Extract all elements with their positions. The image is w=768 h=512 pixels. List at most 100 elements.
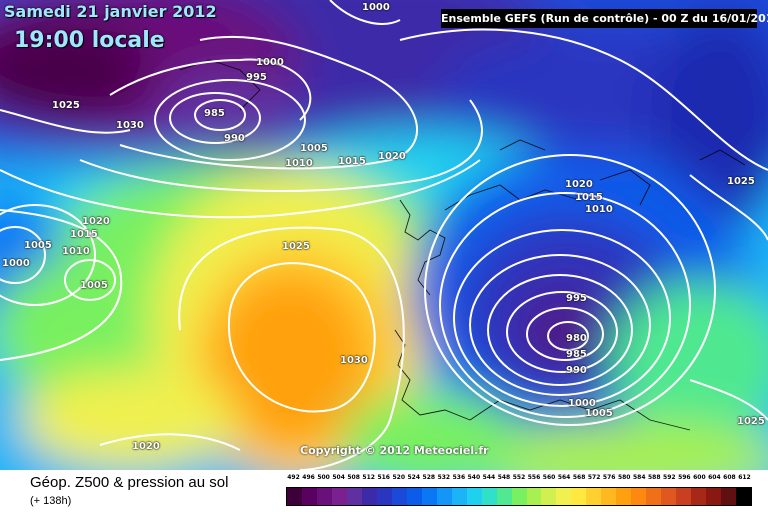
scale-swatch <box>646 488 662 505</box>
scale-label: 520 <box>392 474 405 481</box>
isobar-label: 1000 <box>2 258 30 269</box>
scale-label: 492 <box>287 474 300 481</box>
isobar-label: 1020 <box>378 151 406 162</box>
scale-swatch <box>571 488 587 505</box>
scale-label: 612 <box>738 474 751 481</box>
scale-swatch <box>421 488 437 505</box>
scale-swatch <box>631 488 647 505</box>
scale-swatch <box>556 488 572 505</box>
isobar-label: 1010 <box>585 204 613 215</box>
isobar-label: 1005 <box>585 408 613 419</box>
forecast-hour: (+ 138h) <box>30 495 72 507</box>
isobar-label: 1020 <box>82 216 110 227</box>
isobar-label: 990 <box>566 365 587 376</box>
scale-swatch <box>406 488 422 505</box>
forecast-time: 19:00 locale <box>14 28 165 53</box>
scale-label: 532 <box>437 474 451 481</box>
isobar-label: 1020 <box>565 179 593 190</box>
isobar-label: 1000 <box>568 398 596 409</box>
isobar-label: 1015 <box>338 156 366 167</box>
isobar-label: 1010 <box>285 158 313 169</box>
scale-label: 608 <box>723 474 736 481</box>
scale-swatch <box>676 488 692 505</box>
isobar-label: 1000 <box>256 57 284 68</box>
isobar-label: 1020 <box>132 441 160 452</box>
scale-label: 504 <box>332 474 345 481</box>
scale-swatch <box>496 488 512 505</box>
isobar-label: 1015 <box>70 229 98 240</box>
run-info: Ensemble GEFS (Run de contrôle) - 00 Z d… <box>441 9 768 28</box>
scale-label: 568 <box>572 474 586 481</box>
scale-label: 584 <box>632 474 646 481</box>
isobar-label: 1030 <box>116 120 144 131</box>
scale-bar <box>286 487 752 506</box>
isobar-label: 1005 <box>80 280 108 291</box>
forecast-date: Samedi 21 janvier 2012 <box>4 2 217 21</box>
scale-label: 576 <box>602 474 616 481</box>
copyright: Copyright © 2012 Meteociel.fr <box>300 444 489 457</box>
scale-label: 548 <box>497 474 511 481</box>
isobar-label: 1030 <box>340 355 368 366</box>
scale-swatch <box>287 488 302 505</box>
scale-swatch <box>316 488 332 505</box>
scale-label: 572 <box>587 474 601 481</box>
isobar-label: 990 <box>224 133 245 144</box>
scale-swatch <box>511 488 527 505</box>
scale-label: 544 <box>482 474 496 481</box>
scale-swatch <box>706 488 722 505</box>
scale-swatch <box>526 488 542 505</box>
scale-swatch <box>691 488 707 505</box>
isobar-label: 985 <box>204 108 225 119</box>
scale-swatch <box>451 488 467 505</box>
scale-swatch <box>586 488 602 505</box>
scale-label: 600 <box>693 474 706 481</box>
isobar-label: 995 <box>246 72 267 83</box>
scale-labels: 492 496 500 504 508 512 516 520 524 528 532 536 540 5… <box>286 474 752 486</box>
scale-swatch <box>331 488 347 505</box>
scale-swatch <box>361 488 377 505</box>
scale-label: 596 <box>678 474 691 481</box>
scale-label: 496 <box>302 474 315 481</box>
scale-label: 560 <box>542 474 556 481</box>
scale-label: 512 <box>362 474 375 481</box>
scale-swatch <box>481 488 497 505</box>
scale-swatch <box>376 488 392 505</box>
scale-label: 552 <box>512 474 526 481</box>
scale-label: 556 <box>527 474 541 481</box>
scale-swatch <box>436 488 452 505</box>
scale-label: 524 <box>407 474 421 481</box>
isobar-label: 1005 <box>300 143 328 154</box>
isobar-label: 995 <box>566 293 587 304</box>
isobar-label: 1025 <box>52 100 80 111</box>
isobar-label: 1000 <box>362 2 390 13</box>
weather-map: 1000 1000 995 1025 1030 985 990 1005 101… <box>0 0 768 470</box>
isobar-label: 985 <box>566 349 587 360</box>
isobar-label: 1015 <box>575 192 603 203</box>
isobar-label: 1005 <box>24 240 52 251</box>
scale-label: 588 <box>648 474 661 481</box>
scale-swatch <box>301 488 317 505</box>
scale-label: 580 <box>617 474 631 481</box>
scale-label: 508 <box>347 474 360 481</box>
scale-label: 604 <box>708 474 721 481</box>
scale-swatch <box>391 488 407 505</box>
scale-label: 592 <box>663 474 676 481</box>
isobar-label: 1025 <box>282 241 310 252</box>
scale-swatch <box>601 488 617 505</box>
scale-swatch <box>736 488 752 505</box>
isobar-label: 1010 <box>62 246 90 257</box>
scale-swatch <box>616 488 632 505</box>
scale-label: 528 <box>422 474 436 481</box>
scale-swatch <box>661 488 677 505</box>
isobar-label: 980 <box>566 333 587 344</box>
isobar-label: 1025 <box>727 176 755 187</box>
scale-swatch <box>466 488 482 505</box>
scale-swatch <box>346 488 362 505</box>
scale-label: 564 <box>557 474 571 481</box>
scale-label: 500 <box>317 474 330 481</box>
color-scale: 492 496 500 504 508 512 516 520 524 528 532 536 540 5… <box>286 474 752 506</box>
scale-label: 540 <box>467 474 481 481</box>
scale-label: 536 <box>452 474 466 481</box>
legend-title: Géop. Z500 & pression au sol <box>30 474 229 491</box>
isobar-label: 1025 <box>737 416 765 427</box>
